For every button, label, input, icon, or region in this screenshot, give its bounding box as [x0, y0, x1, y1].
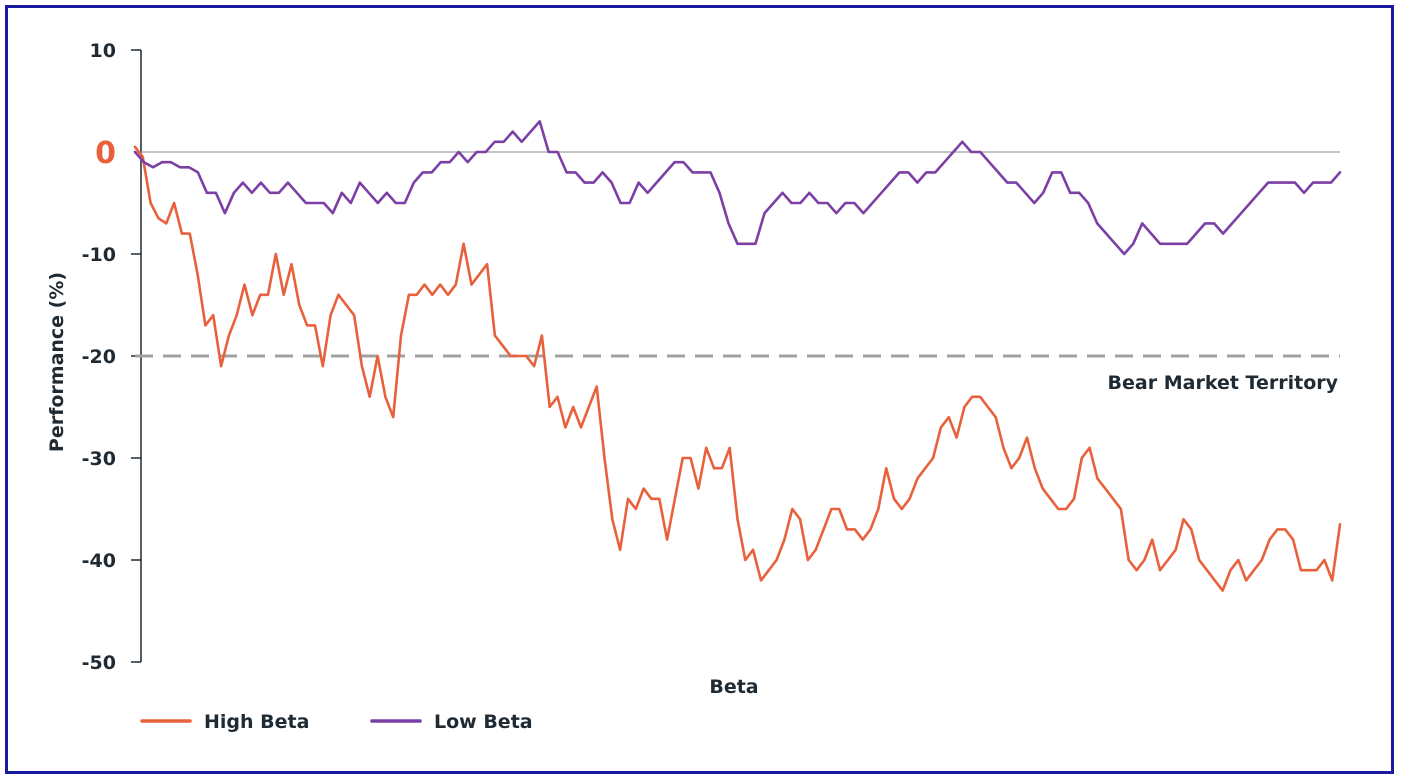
labels: Bear Market Territory Beta Performance (%) [46, 272, 1339, 698]
legend-label: Low Beta [434, 711, 533, 733]
x-axis-label: Beta [709, 676, 758, 698]
y-tick-label: 10 [90, 40, 116, 62]
y-axis-label: Performance (%) [46, 272, 68, 452]
y-tick-label: -30 [82, 448, 116, 470]
reference-lines [135, 151, 1340, 358]
zero-tick-label: 0 [95, 136, 116, 171]
series-group [133, 120, 1342, 592]
y-tick-label: -10 [82, 244, 116, 266]
legend: High Beta Low Beta [140, 711, 533, 733]
y-tick-label: -20 [82, 346, 116, 368]
y-tick-label: -40 [82, 550, 116, 572]
y-tick-label: -50 [82, 652, 116, 674]
series-line-high-beta [133, 145, 1342, 592]
legend-label: High Beta [204, 711, 309, 733]
series-line-low-beta [133, 120, 1342, 256]
bear-market-label: Bear Market Territory [1108, 372, 1339, 394]
axes: 10 -10 -20 -30 -40 -50 0 [82, 40, 142, 674]
chart-frame [5, 5, 1394, 774]
